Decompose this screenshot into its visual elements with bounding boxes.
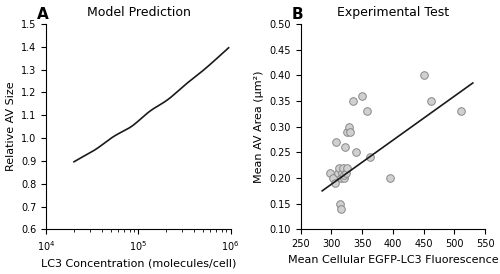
Point [340,176,347,180]
Point [330,176,338,180]
Point [346,130,354,134]
Y-axis label: Mean AV Area (µm²): Mean AV Area (µm²) [254,70,264,183]
X-axis label: LC3 Concentration (molecules/cell): LC3 Concentration (molecules/cell) [41,258,236,269]
Point [343,165,351,170]
Text: B: B [292,7,303,22]
Title: Model Prediction: Model Prediction [86,5,190,19]
Point [341,145,349,149]
Point [340,173,348,178]
Point [337,176,345,180]
Point [338,171,346,175]
Point [386,176,394,180]
Point [334,171,342,175]
Point [349,99,357,103]
Y-axis label: Relative AV Size: Relative AV Size [6,82,16,172]
Point [335,165,343,170]
Point [358,94,366,98]
Title: Experimental Test: Experimental Test [337,5,449,19]
Point [326,171,334,175]
Point [337,207,345,211]
Point [363,109,371,113]
Point [366,155,374,160]
Point [420,73,428,78]
Point [331,181,339,185]
Point [344,124,352,129]
Point [344,130,351,134]
Point [339,165,347,170]
Point [456,109,464,113]
Text: A: A [37,7,48,22]
X-axis label: Mean Cellular EGFP-LC3 Fluorescence: Mean Cellular EGFP-LC3 Fluorescence [288,255,498,265]
Point [352,150,360,155]
Point [336,201,344,206]
Point [332,140,340,144]
Point [427,99,435,103]
Point [342,171,350,175]
